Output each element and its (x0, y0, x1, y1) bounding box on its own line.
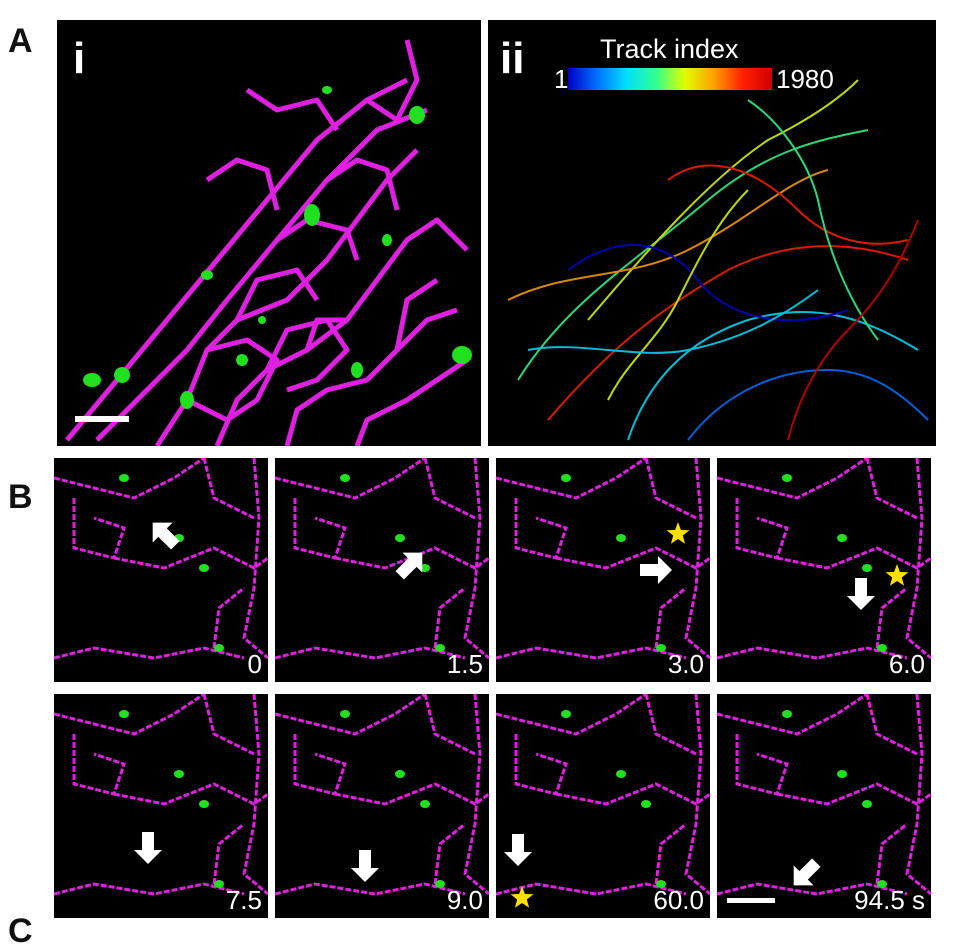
frame-time-label: 1.5 (446, 649, 483, 679)
arrow-icon (351, 850, 379, 882)
frame-image (54, 458, 268, 660)
arrow-icon (395, 552, 423, 580)
time-lapse-frame: 6.0 (717, 458, 931, 682)
panel-letter-b: B (8, 478, 33, 516)
time-lapse-frame: 7.5 (54, 694, 268, 918)
track-overlay-image (507, 79, 929, 441)
frame-image (717, 694, 931, 903)
scale-bar (727, 898, 775, 903)
panel-a-ii-image: ii Track index 1 1980 (488, 20, 936, 446)
time-lapse-frame: 94.5 s (717, 694, 931, 918)
frame-image (275, 458, 489, 660)
colorbar-min-label: 1 (554, 64, 569, 94)
arrow-icon (640, 556, 672, 584)
arrow-icon (152, 522, 180, 550)
frame-time-label: 94.5 s (854, 885, 925, 915)
colorbar (568, 68, 772, 90)
star-icon (510, 886, 534, 908)
star-icon (666, 522, 690, 544)
panel-letter-c: C (8, 912, 33, 950)
panel-letter-a: A (8, 22, 33, 60)
time-lapse-frame: 9.0 (275, 694, 489, 918)
panel-a-ii-label: ii (500, 34, 525, 83)
frame-image (717, 458, 931, 660)
time-lapse-frame: 60.0 (496, 694, 710, 918)
panel-a-i-label: i (73, 34, 86, 83)
arrow-icon (504, 834, 532, 866)
time-lapse-frame: 1.5 (275, 458, 489, 682)
frame-image (496, 694, 710, 908)
colorbar-max-label: 1980 (776, 64, 834, 94)
frame-image (496, 458, 710, 660)
frame-time-label: 60.0 (653, 885, 704, 915)
frame-time-label: 6.0 (888, 649, 925, 679)
time-lapse-frame: 0 (54, 458, 268, 682)
arrow-icon (793, 858, 821, 886)
time-lapse-frame: 3.0 (496, 458, 710, 682)
frame-image (54, 694, 268, 896)
er-network-image (65, 39, 472, 446)
frame-time-label: 3.0 (667, 649, 704, 679)
colorbar-title: Track index (600, 34, 739, 64)
frame-image (275, 694, 489, 896)
frame-time-label: 9.0 (446, 885, 483, 915)
scale-bar (75, 416, 129, 422)
star-icon (885, 564, 909, 586)
panel-a-i-image: i (57, 20, 481, 446)
frame-time-label: 0 (247, 649, 262, 679)
arrow-icon (847, 578, 875, 610)
arrow-icon (134, 832, 162, 864)
frame-time-label: 7.5 (225, 885, 262, 915)
